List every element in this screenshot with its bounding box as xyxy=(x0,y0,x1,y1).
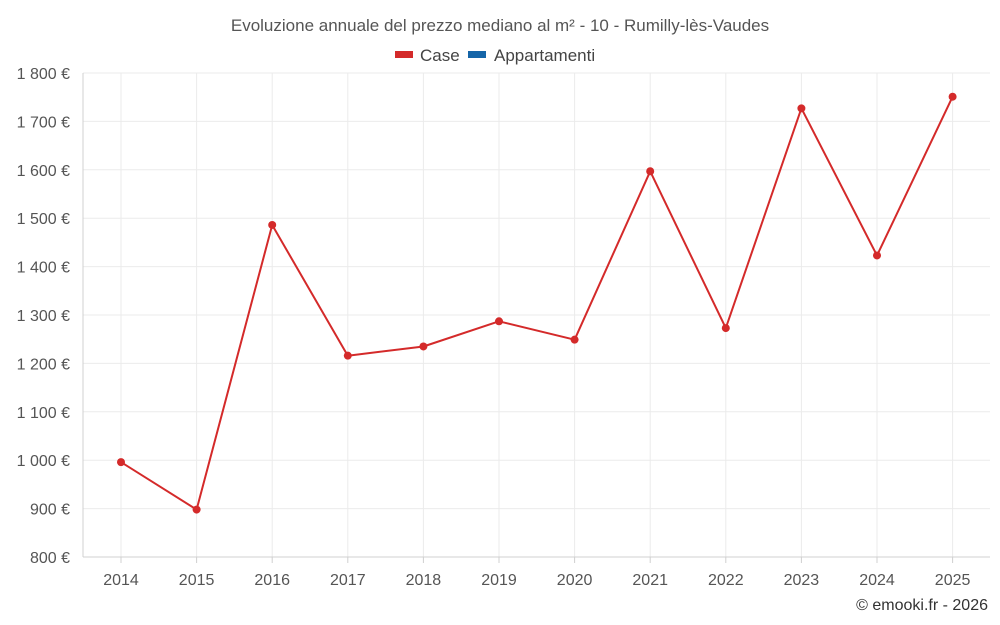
data-point[interactable] xyxy=(343,351,352,360)
y-tick-label: 1 800 € xyxy=(17,66,70,83)
x-tick-label: 2022 xyxy=(708,572,744,589)
series-layer xyxy=(117,92,957,514)
y-tick-label: 1 700 € xyxy=(17,114,70,131)
y-tick-label: 1 100 € xyxy=(17,405,70,422)
x-axis: 2014 2015 2016 2017 2018 2019 2020 2021 2022 2023… xyxy=(103,557,970,589)
data-point[interactable] xyxy=(646,167,655,176)
copyright-footer: © emooki.fr - 2026 xyxy=(856,597,988,614)
y-tick-label: 800 € xyxy=(30,550,70,567)
data-point[interactable] xyxy=(721,324,730,333)
data-point[interactable] xyxy=(570,335,579,344)
chart-title: Evoluzione annuale del prezzo mediano al… xyxy=(231,16,769,35)
x-tick-label: 2016 xyxy=(254,572,290,589)
x-tick-label: 2025 xyxy=(935,572,971,589)
x-tick-label: 2015 xyxy=(179,572,215,589)
grid-lines xyxy=(83,72,990,557)
x-tick-label: 2019 xyxy=(481,572,517,589)
data-point[interactable] xyxy=(268,220,277,229)
y-axis: 800 € 900 € 1 000 € 1 100 € 1 200 € 1 300 € 1 … xyxy=(17,66,990,567)
x-tick-label: 2017 xyxy=(330,572,366,589)
data-point[interactable] xyxy=(117,458,125,467)
y-tick-label: 1 000 € xyxy=(17,453,70,470)
y-tick-label: 1 400 € xyxy=(17,260,70,277)
x-tick-label: 2023 xyxy=(784,572,820,589)
legend-swatch-0[interactable] xyxy=(395,51,413,58)
data-point[interactable] xyxy=(419,342,428,351)
legend-label-0[interactable]: Case xyxy=(420,46,460,65)
x-tick-label: 2024 xyxy=(859,572,895,589)
x-tick-label: 2021 xyxy=(632,572,668,589)
legend: Case Appartamenti xyxy=(395,46,595,65)
legend-swatch-1[interactable] xyxy=(468,51,486,58)
y-tick-label: 1 300 € xyxy=(17,308,70,325)
data-point[interactable] xyxy=(797,104,806,113)
y-tick-label: 1 200 € xyxy=(17,356,70,373)
y-tick-label: 900 € xyxy=(30,502,70,519)
data-point[interactable] xyxy=(192,505,201,514)
x-tick-label: 2014 xyxy=(103,572,139,589)
series-line-0 xyxy=(120,96,954,511)
y-tick-label: 1 600 € xyxy=(17,163,70,180)
x-tick-label: 2018 xyxy=(406,572,442,589)
data-point[interactable] xyxy=(495,317,503,326)
data-point[interactable] xyxy=(948,92,957,101)
data-point[interactable] xyxy=(873,251,881,260)
y-tick-label: 1 500 € xyxy=(17,211,70,228)
legend-label-1[interactable]: Appartamenti xyxy=(494,46,595,65)
x-tick-label: 2020 xyxy=(557,572,593,589)
